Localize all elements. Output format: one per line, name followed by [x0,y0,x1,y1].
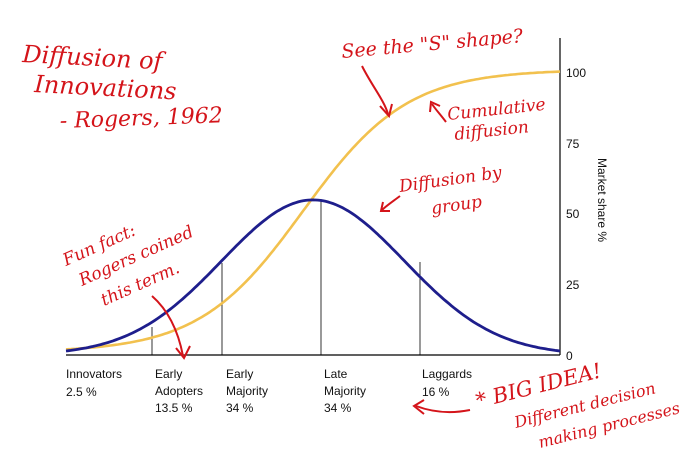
category-share: 34 % [324,401,352,415]
annotation-title: Innovations [33,70,178,105]
category-share: 16 % [422,385,450,399]
y-tick-labels: 100 75 50 25 0 [566,66,586,363]
arrow-head [412,399,425,415]
category-labels: Innovators 2.5 % Early Adopters 13.5 % E… [66,367,472,415]
category-share: 34 % [226,401,254,415]
y-tick-label: 0 [566,349,573,363]
category-name: Majority [324,384,366,398]
y-tick-label: 100 [566,66,586,80]
y-tick-label: 25 [566,278,580,292]
category-name: Majority [226,384,268,398]
arrow [431,103,447,123]
annotation-group: Diffusion by [397,163,503,197]
arrow [415,405,471,414]
arrow-head [379,201,390,212]
category-share: 2.5 % [66,385,97,399]
arrow [151,295,184,357]
y-tick-label: 75 [566,137,580,151]
arrow-head [175,345,191,360]
category-name: Laggards [422,367,472,381]
category-name: Adopters [155,384,203,398]
arrow-head [429,100,441,113]
arrow [361,65,389,115]
y-axis-label: Market share % [595,158,609,242]
annotation-s-shape: See the "S" shape? [341,25,525,63]
arrow-head [379,103,393,119]
annotation-group: group [430,192,483,219]
category-name: Innovators [66,367,122,381]
series-line-diffusion-by-group [65,198,561,353]
y-tick-label: 50 [566,207,580,221]
category-name: Early [226,367,253,381]
series-line-cumulative-diffusion [65,70,561,351]
category-name: Early [155,367,182,381]
annotation-title: - Rogers, 1962 [59,103,223,134]
category-name: Late [324,367,348,381]
arrow [381,195,401,211]
category-share: 13.5 % [155,401,193,415]
